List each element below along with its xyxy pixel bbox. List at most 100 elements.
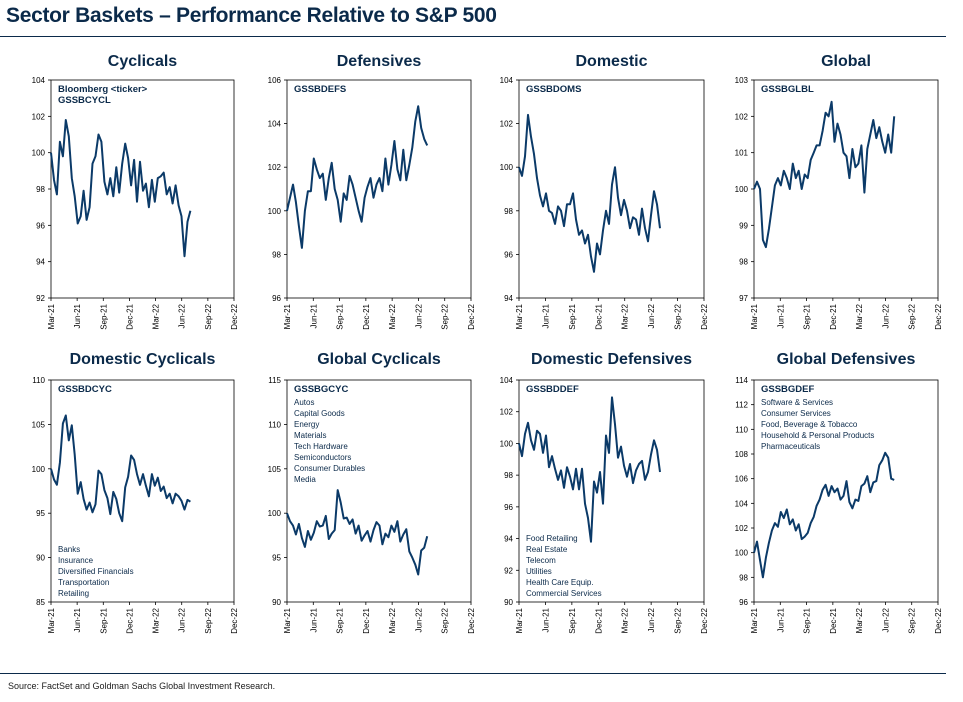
y-tick-label: 105 [268,465,282,474]
x-tick-label: Sep-22 [441,303,450,329]
ticker-label: GSSBDOMS [526,84,581,95]
x-tick-label: Jun-22 [647,607,656,632]
x-tick-label: Jun-21 [73,607,82,632]
ticker-label: GSSBDDEF [526,384,579,395]
y-tick-label: 90 [36,554,45,563]
y-tick-label: 103 [735,76,749,85]
y-tick-label: 110 [268,420,281,429]
x-tick-label: Jun-22 [647,303,656,328]
y-tick-label: 90 [272,598,281,607]
constituent-label: Capital Goods [294,409,345,418]
x-tick-label: Sep-22 [674,607,683,633]
footer-divider [0,673,946,674]
constituent-label: Food, Beverage & Tobacco [761,420,858,429]
x-tick-label: Dec-21 [125,607,134,633]
title-divider [0,36,946,37]
chart-title: Cyclicals [108,53,177,70]
y-tick-label: 92 [36,294,45,303]
x-tick-label: Jun-21 [73,303,82,328]
x-tick-label: Dec-21 [362,607,371,633]
chart-global-cyclicals: Global Cyclicals 90 95 100 105 110 115 Mar-21 Ju… [268,351,476,634]
x-tick-label: Sep-21 [336,303,345,329]
x-tick-label: Jun-22 [881,607,890,632]
x-tick-label: Mar-21 [283,303,292,329]
x-tick-label: Mar-22 [855,607,864,633]
constituent-label: Banks [58,545,80,554]
x-tick-label: Sep-21 [99,607,108,633]
x-tick-label: Mar-22 [152,303,161,329]
x-tick-label: Sep-22 [204,303,213,329]
x-tick-label: Mar-21 [47,607,56,633]
x-tick-label: Dec-22 [700,607,709,633]
constituent-label: Household & Personal Products [761,431,874,440]
y-tick-label: 102 [735,112,749,121]
ticker-label: GSSBGDEF [761,384,815,395]
plot-frame [753,79,939,299]
x-tick-label: Mar-21 [515,303,524,329]
x-tick-label: Mar-22 [621,607,630,633]
series-line [753,451,895,579]
series-line [50,119,192,258]
chart-global-defensives: Global Defensives 96 98 100 102 104 106 108 110 1… [735,351,943,634]
y-tick-label: 98 [272,250,281,259]
y-tick-label: 104 [735,499,749,508]
x-tick-label: Mar-21 [515,607,524,633]
y-tick-label: 85 [36,598,45,607]
y-tick-label: 98 [504,471,513,480]
x-tick-label: Jun-21 [309,607,318,632]
x-tick-label: Sep-21 [568,607,577,633]
ticker-label: Bloomberg <ticker> [58,84,148,95]
y-tick-label: 108 [735,450,749,459]
y-tick-label: 100 [500,163,514,172]
x-tick-label: Sep-22 [441,607,450,633]
ticker-label: GSSBGLBL [761,84,814,95]
y-tick-label: 102 [735,524,749,533]
x-tick-label: Jun-22 [178,607,187,632]
x-tick-label: Mar-22 [388,607,397,633]
y-tick-label: 94 [504,535,513,544]
constituent-label: Consumer Durables [294,464,365,473]
series-line [518,113,661,273]
constituent-label: Diversified Financials [58,567,134,576]
y-tick-label: 100 [735,549,749,558]
y-tick-label: 106 [268,76,282,85]
x-tick-label: Dec-22 [230,607,239,633]
x-tick-label: Sep-21 [336,607,345,633]
chart-domestic: Domestic 94 96 98 100 102 104 Mar-21 Jun-21 Sep-2… [500,53,709,330]
y-tick-label: 101 [735,149,749,158]
y-tick-label: 100 [32,465,46,474]
ticker-label: GSSBDCYC [58,384,112,395]
constituent-label: Software & Services [761,398,833,407]
x-tick-label: Mar-21 [750,607,759,633]
y-tick-label: 104 [32,76,46,85]
x-tick-label: Jun-22 [414,303,423,328]
y-tick-label: 90 [504,598,513,607]
y-tick-label: 104 [268,120,282,129]
x-tick-label: Mar-22 [855,303,864,329]
plot-frame [286,379,472,603]
y-tick-label: 104 [500,76,514,85]
series-line [753,100,896,249]
y-tick-label: 110 [735,425,748,434]
x-tick-label: Jun-22 [881,303,890,328]
constituent-label: Telecom [526,556,556,565]
y-tick-label: 100 [500,439,514,448]
y-tick-label: 96 [504,250,513,259]
x-tick-label: Mar-22 [152,607,161,633]
y-tick-label: 99 [739,221,748,230]
y-tick-label: 98 [739,573,748,582]
x-tick-label: Dec-21 [829,303,838,329]
constituent-label: Health Care Equip. [526,578,594,587]
plot-frame [50,379,235,603]
x-tick-label: Sep-21 [803,607,812,633]
y-tick-label: 114 [735,376,748,385]
series-line [286,105,429,249]
constituent-label: Pharmaceuticals [761,442,820,451]
constituent-label: Tech Hardware [294,442,348,451]
series-line [286,489,429,576]
chart-title: Global Defensives [777,351,916,368]
x-tick-label: Dec-21 [125,303,134,329]
y-tick-label: 98 [504,207,513,216]
chart-title: Domestic Cyclicals [70,351,216,368]
x-tick-label: Sep-21 [99,303,108,329]
